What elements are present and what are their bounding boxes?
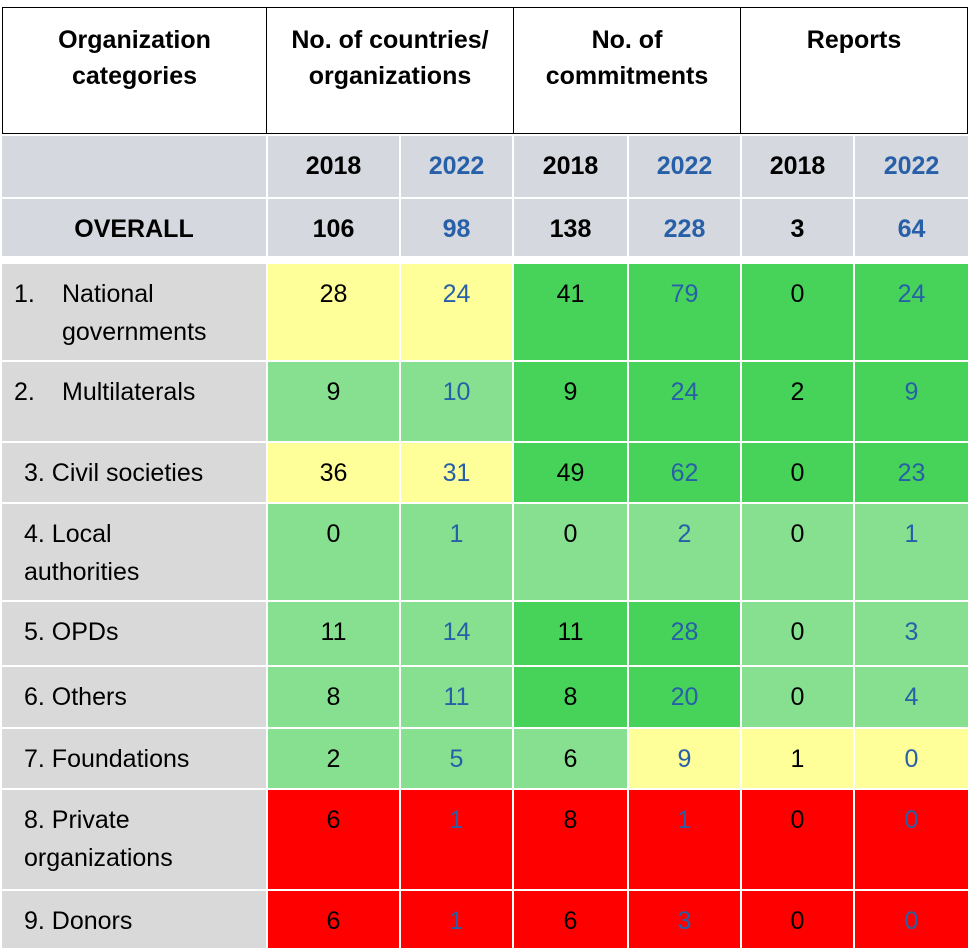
table-cell: 6 <box>514 891 627 948</box>
table-cell: 28 <box>268 264 399 360</box>
table-cell: 24 <box>629 362 740 441</box>
table-cell: 20 <box>629 667 740 727</box>
row-number: 1. <box>14 280 35 308</box>
overall-value: 106 <box>268 199 399 256</box>
table-cell: 24 <box>401 264 512 360</box>
table-cell: 0 <box>268 504 399 600</box>
overall-value: 3 <box>742 199 853 256</box>
table-cell: 5 <box>401 729 512 788</box>
table-cell: 1 <box>742 729 853 788</box>
table-cell: 0 <box>742 667 853 727</box>
table-cell: 1 <box>629 790 740 889</box>
row-label: 9. Donors <box>2 891 266 948</box>
header-categories: Organization categories <box>2 7 267 134</box>
year-2022-commitments: 2022 <box>629 136 740 197</box>
table-cell: 4 <box>855 667 968 727</box>
row-label-text: Multilaterals <box>62 378 196 406</box>
table-cell: 6 <box>268 790 399 889</box>
year-2022-countries: 2022 <box>401 136 512 197</box>
year-label-cell <box>2 136 266 197</box>
table-cell: 79 <box>629 264 740 360</box>
table-cell: 49 <box>514 443 627 502</box>
table-cell: 36 <box>268 443 399 502</box>
table-cell: 11 <box>401 667 512 727</box>
table-cell: 0 <box>742 264 853 360</box>
year-2018-reports: 2018 <box>742 136 853 197</box>
table-cell: 1 <box>401 504 512 600</box>
overall-value: 98 <box>401 199 512 256</box>
header-countries: No. of countries/ organizations <box>266 7 514 134</box>
table-row: 8. Private organizations 6 1 8 1 0 0 <box>0 790 974 889</box>
table-cell: 0 <box>514 504 627 600</box>
header-commitments: No. of commitments <box>513 7 741 134</box>
table-cell: 6 <box>268 891 399 948</box>
year-2022-reports: 2022 <box>855 136 968 197</box>
table-cell: 9 <box>855 362 968 441</box>
table-row: 4. Local authorities 0 1 0 2 0 1 <box>0 504 974 600</box>
table-cell: 23 <box>855 443 968 502</box>
table-cell: 10 <box>401 362 512 441</box>
row-number: 2. <box>14 378 35 406</box>
table-row: 5. OPDs 11 14 11 28 0 3 <box>0 602 974 665</box>
row-label: 1. National governments <box>2 264 266 360</box>
header-reports: Reports <box>740 7 968 134</box>
table-cell: 11 <box>514 602 627 665</box>
table-cell: 9 <box>629 729 740 788</box>
table-row: 6. Others 8 11 8 20 0 4 <box>0 667 974 727</box>
row-label-text: National governments <box>62 280 207 346</box>
year-2018-countries: 2018 <box>268 136 399 197</box>
row-label: 6. Others <box>2 667 266 727</box>
table-cell: 2 <box>268 729 399 788</box>
overall-value: 138 <box>514 199 627 256</box>
table-cell: 8 <box>514 790 627 889</box>
table-cell: 6 <box>514 729 627 788</box>
table-cell: 0 <box>742 602 853 665</box>
row-label: 4. Local authorities <box>2 504 266 600</box>
table-cell: 2 <box>742 362 853 441</box>
table-cell: 0 <box>742 891 853 948</box>
overall-value: 64 <box>855 199 968 256</box>
table-cell: 3 <box>629 891 740 948</box>
table-cell: 1 <box>855 504 968 600</box>
table-cell: 62 <box>629 443 740 502</box>
table-cell: 0 <box>742 790 853 889</box>
year-2018-commitments: 2018 <box>514 136 627 197</box>
table-cell: 0 <box>742 443 853 502</box>
table-cell: 28 <box>629 602 740 665</box>
overall-row: OVERALL 106 98 138 228 3 64 <box>0 199 974 256</box>
row-label: 2. Multilaterals <box>2 362 266 441</box>
overall-value: 228 <box>629 199 740 256</box>
table-cell: 14 <box>401 602 512 665</box>
table-cell: 0 <box>742 504 853 600</box>
table-cell: 31 <box>401 443 512 502</box>
row-label: 3. Civil societies <box>2 443 266 502</box>
row-label: 8. Private organizations <box>2 790 266 889</box>
table-cell: 3 <box>855 602 968 665</box>
row-label: 5. OPDs <box>2 602 266 665</box>
table-cell: 2 <box>629 504 740 600</box>
table-cell: 0 <box>855 891 968 948</box>
table-cell: 1 <box>401 790 512 889</box>
table-cell: 8 <box>268 667 399 727</box>
table-row: 2. Multilaterals 9 10 9 24 2 9 <box>0 362 974 441</box>
table-row: 9. Donors 6 1 6 3 0 0 <box>0 891 974 948</box>
table-cell: 9 <box>268 362 399 441</box>
table-row: 1. National governments 28 24 41 79 0 24 <box>0 264 974 360</box>
overall-label: OVERALL <box>2 199 266 256</box>
table-row: 7. Foundations 2 5 6 9 1 0 <box>0 729 974 788</box>
year-row: 2018 2022 2018 2022 2018 2022 <box>0 136 974 197</box>
table-cell: 8 <box>514 667 627 727</box>
table-cell: 11 <box>268 602 399 665</box>
table-cell: 0 <box>855 790 968 889</box>
table-cell: 0 <box>855 729 968 788</box>
table-cell: 24 <box>855 264 968 360</box>
table-cell: 9 <box>514 362 627 441</box>
table-cell: 1 <box>401 891 512 948</box>
table-cell: 41 <box>514 264 627 360</box>
table-row: 3. Civil societies 36 31 49 62 0 23 <box>0 443 974 502</box>
row-label: 7. Foundations <box>2 729 266 788</box>
